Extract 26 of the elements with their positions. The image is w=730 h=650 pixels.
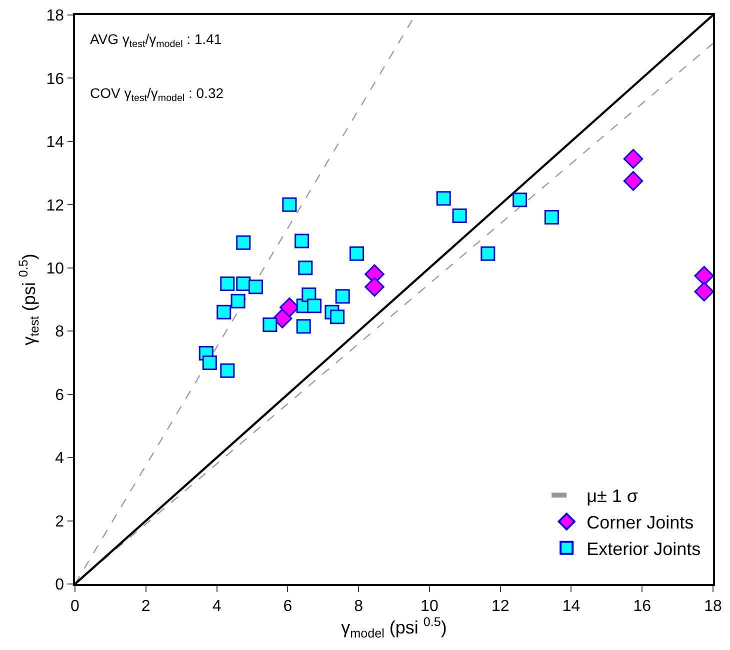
legend-label: μ± 1 σ: [586, 486, 638, 506]
y-tick-label: 18: [46, 8, 64, 25]
x-tick-label: 2: [141, 598, 150, 615]
x-tick-label: 18: [704, 598, 722, 615]
y-tick-label: 8: [55, 324, 64, 341]
x-tick-label: 8: [354, 598, 364, 615]
x-tick-label: 16: [633, 598, 652, 615]
legend-label: Corner Joints: [586, 512, 694, 533]
y-tick-label: 12: [46, 197, 64, 214]
x-tick-label: 14: [562, 598, 580, 615]
y-tick-label: 0: [55, 576, 64, 594]
x-tick-label: 6: [283, 598, 292, 615]
x-tick-label: 0: [70, 598, 80, 615]
x-axis-title: γ$_{model}$ (psi $^{0.5}$): [341, 614, 447, 640]
annotation: COV γ$_{test}$/γ$_{model}$ : 0.32: [90, 85, 224, 104]
y-tick-label: 14: [46, 134, 64, 152]
legend-label: Exterior Joints: [586, 538, 701, 559]
x-tick-label: 10: [420, 598, 438, 615]
x-tick-label: 4: [212, 598, 222, 615]
y-tick-label: 10: [46, 260, 64, 278]
y-tick-label: 16: [46, 70, 64, 88]
y-tick-label: 2: [55, 513, 64, 530]
y-tick-label: 4: [55, 450, 64, 468]
annotation: AVG γ$_{test}$/γ$_{model}$ : 1.41: [90, 31, 222, 50]
x-tick-label: 12: [491, 598, 510, 615]
y-tick-label: 6: [55, 386, 64, 404]
